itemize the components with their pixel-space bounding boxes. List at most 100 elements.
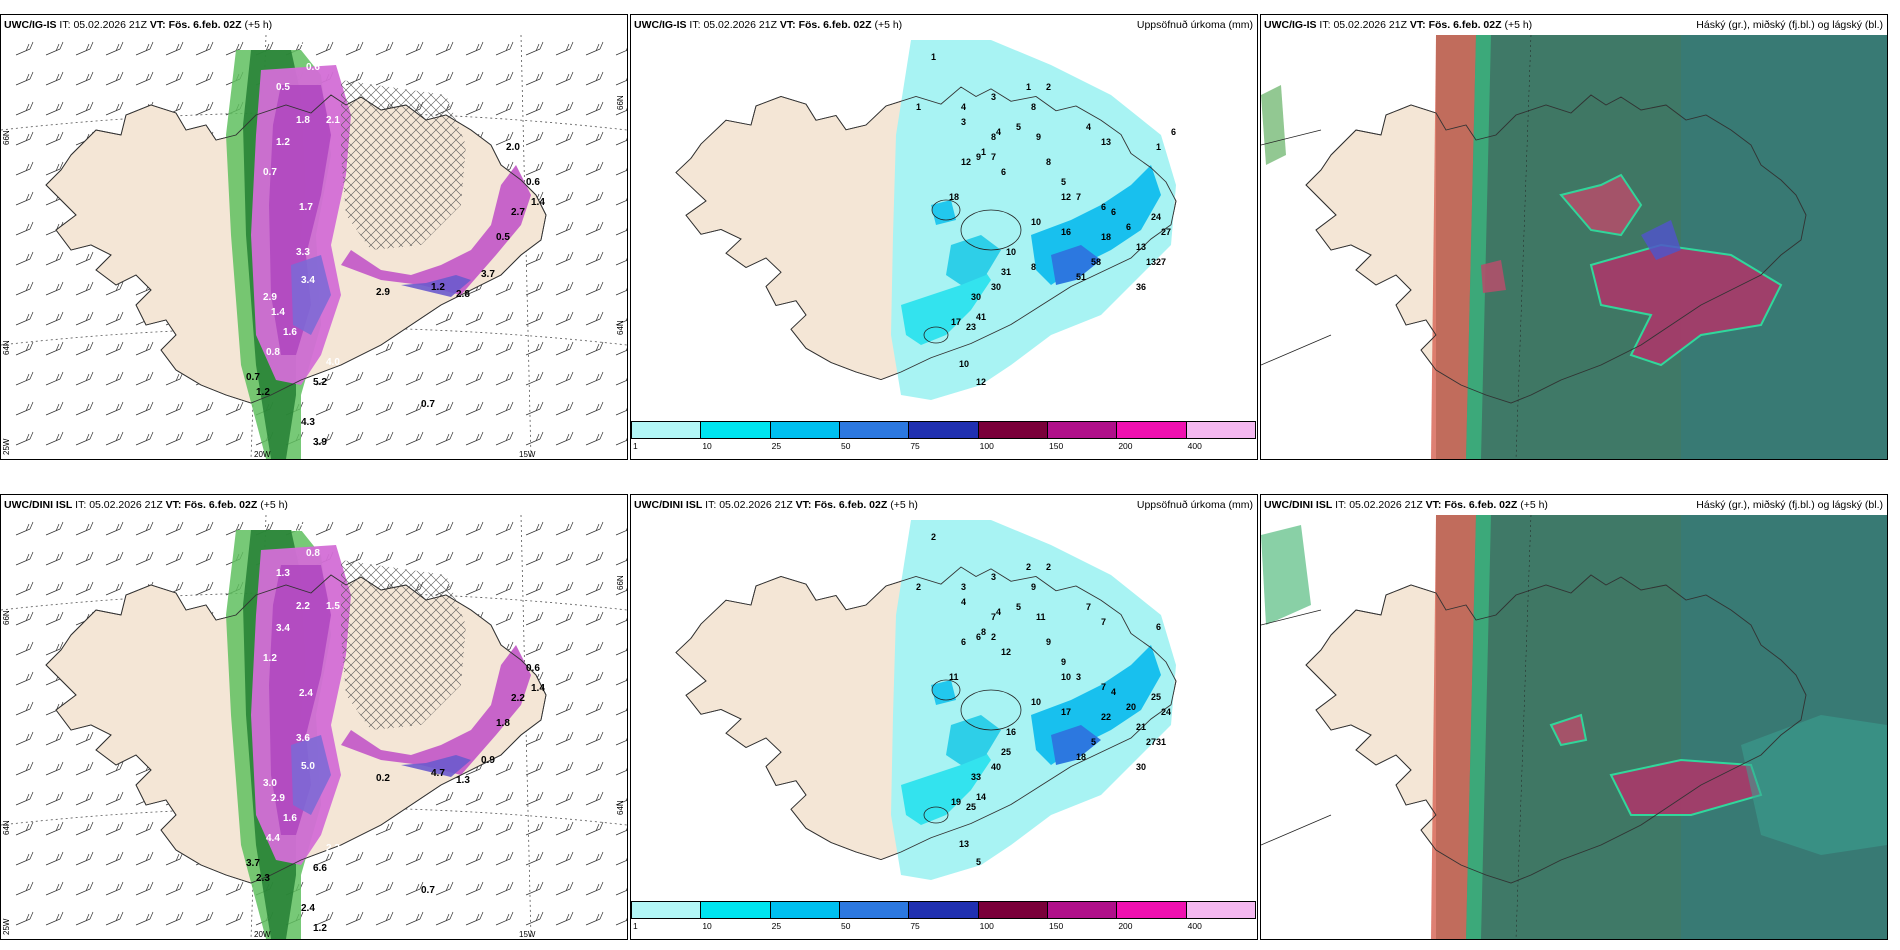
lat-label-64n-right: 64N (616, 320, 625, 335)
precip-value: 8 (1046, 157, 1051, 167)
value-label: 0.7 (421, 885, 435, 896)
precip-value: 6 (1126, 222, 1131, 232)
value-label: 0.2 (376, 773, 390, 784)
precip-value: 1 (931, 52, 936, 62)
precip-value: 8 (981, 627, 986, 637)
colorbar-cell (769, 901, 840, 919)
vt-label: VT: (165, 499, 182, 511)
value-label: 2.3 (256, 873, 270, 884)
precip-value: 7 (1086, 602, 1091, 612)
panel-header: UWC/DINI ISL IT: 05.02.2026 21Z VT: Fös.… (631, 495, 1257, 515)
colorbar-cell (631, 421, 702, 439)
precip-value: 13 (959, 839, 969, 849)
lat-label-66n-right: 66N (616, 95, 625, 110)
panel-dini-precip: UWC/DINI ISL IT: 05.02.2026 21Z VT: Fös.… (630, 494, 1258, 940)
precip-value: 9 (976, 152, 981, 162)
panel-header: UWC/IG-IS IT: 05.02.2026 21Z VT: Fös. 6.… (631, 15, 1257, 35)
precip-value: 5 (1061, 177, 1066, 187)
colorbar-cell (977, 901, 1048, 919)
lat-label-66n: 66N (2, 610, 11, 625)
precip-value: 30 (971, 292, 981, 302)
value-label: 1.2 (291, 523, 305, 534)
colorbar-tick: 400 (1187, 441, 1202, 451)
precip-value: 30 (991, 282, 1001, 292)
lead-time: (+5 h) (1504, 19, 1533, 31)
precip-value: 3 (991, 92, 996, 102)
it-label: IT: (705, 499, 717, 511)
value-label: 2.0 (506, 142, 520, 153)
cloud-cover-map (1261, 515, 1887, 939)
lon-label-25w: 25W (2, 918, 11, 935)
colorbar-cell (1116, 421, 1187, 439)
lon-label-20w: 20W (254, 450, 271, 459)
it-label: IT: (59, 19, 71, 31)
panel-header: UWC/IG-IS IT: 05.02.2026 21Z VT: Fös. 6.… (1, 15, 627, 35)
model-name: UWC/IG-IS (634, 19, 687, 31)
value-label: 1.2 (276, 137, 290, 148)
value-label: 1.3 (276, 568, 290, 579)
vt-label: VT: (1425, 499, 1442, 511)
lead-time: (+5 h) (890, 499, 918, 511)
colorbar-tick: 150 (1049, 441, 1064, 451)
value-label: 0.6 (306, 62, 320, 73)
precip-value: 2 (1026, 562, 1031, 572)
precip-value: 21 (1136, 722, 1146, 732)
precip-value: 18 (949, 192, 959, 202)
precip-value: 14 (976, 792, 986, 802)
vt-label: VT: (795, 499, 812, 511)
model-name: UWC/DINI ISL (1264, 499, 1333, 511)
colorbar-tick: 75 (910, 921, 920, 931)
value-label: 1.2 (256, 387, 270, 398)
model-name: UWC/IG-IS (1264, 19, 1317, 31)
wind-precip-map: 0.9 0.6 0.5 1.8 2.1 1.2 0.7 1.7 3.3 3.4 2.9 1.4 1.6 0… (1, 35, 627, 459)
precip-value: 5 (976, 857, 981, 867)
lead-time: (+5 h) (1520, 499, 1548, 511)
value-label: 6.6 (313, 863, 327, 874)
colorbar-cell (631, 901, 702, 919)
value-label: 0.9 (481, 755, 495, 766)
accumulated-precip-map: 2 2 3 3 2 2 9 4 4 5 11 7 8 6 6 2 12 9 7 7 9 10 3 7 4 10 17 22 20 21 25… (631, 515, 1257, 901)
value-label: 3.6 (296, 733, 310, 744)
panel-title: Uppsöfnuð úrkoma (mm) (1136, 19, 1253, 31)
precip-value: 24 (1161, 707, 1171, 717)
precip-value: 1 (1156, 142, 1161, 152)
precip-value: 1 (1026, 82, 1031, 92)
precip-value: 10 (959, 359, 969, 369)
lon-label-15w: 15W (519, 930, 536, 939)
precip-value: 10 (1061, 672, 1071, 682)
init-time: 05.02.2026 21Z (703, 19, 777, 31)
init-time: 05.02.2026 21Z (89, 499, 163, 511)
precip-value: 2 (991, 632, 996, 642)
value-label: 4.7 (431, 768, 445, 779)
value-label: 2.9 (271, 793, 285, 804)
value-label: 3.7 (246, 858, 260, 869)
vt-label: VT: (779, 19, 796, 31)
it-label: IT: (1335, 499, 1347, 511)
lead-time: (+5 h) (874, 19, 903, 31)
precip-value: 6 (1001, 167, 1006, 177)
precip-value: 22 (1101, 712, 1111, 722)
precip-value: 3 (1076, 672, 1081, 682)
it-label: IT: (689, 19, 701, 31)
colorbar-tick: 100 (979, 921, 994, 931)
lat-label-64n: 64N (2, 820, 11, 835)
precip-value: 7 (991, 152, 996, 162)
lat-label-64n-right: 64N (616, 800, 625, 815)
model-name: UWC/DINI ISL (634, 499, 703, 511)
value-label: 3.9 (313, 437, 327, 448)
panel-dini-wind: UWC/DINI ISL IT: 05.02.2026 21Z VT: Fös.… (0, 494, 628, 940)
lon-label-25w: 25W (2, 438, 11, 455)
colorbar-cell (700, 421, 771, 439)
panel-title: Háský (gr.), miðský (fj.bl.) og lágský (… (1696, 19, 1883, 31)
value-label: 2.7 (511, 207, 525, 218)
it-label: IT: (75, 499, 87, 511)
precip-value: 3 (991, 572, 996, 582)
colorbar-tick: 1 (633, 921, 638, 931)
value-label: 1.8 (496, 718, 510, 729)
valid-time: Fös. 6.feb. 02Z (1444, 499, 1518, 511)
value-label: 0.8 (266, 347, 280, 358)
precip-value: 2 (931, 532, 936, 542)
value-label: 1.8 (296, 115, 310, 126)
precip-value: 3 (961, 117, 966, 127)
panel-title: Uppsöfnuð úrkoma (mm) (1136, 499, 1253, 511)
